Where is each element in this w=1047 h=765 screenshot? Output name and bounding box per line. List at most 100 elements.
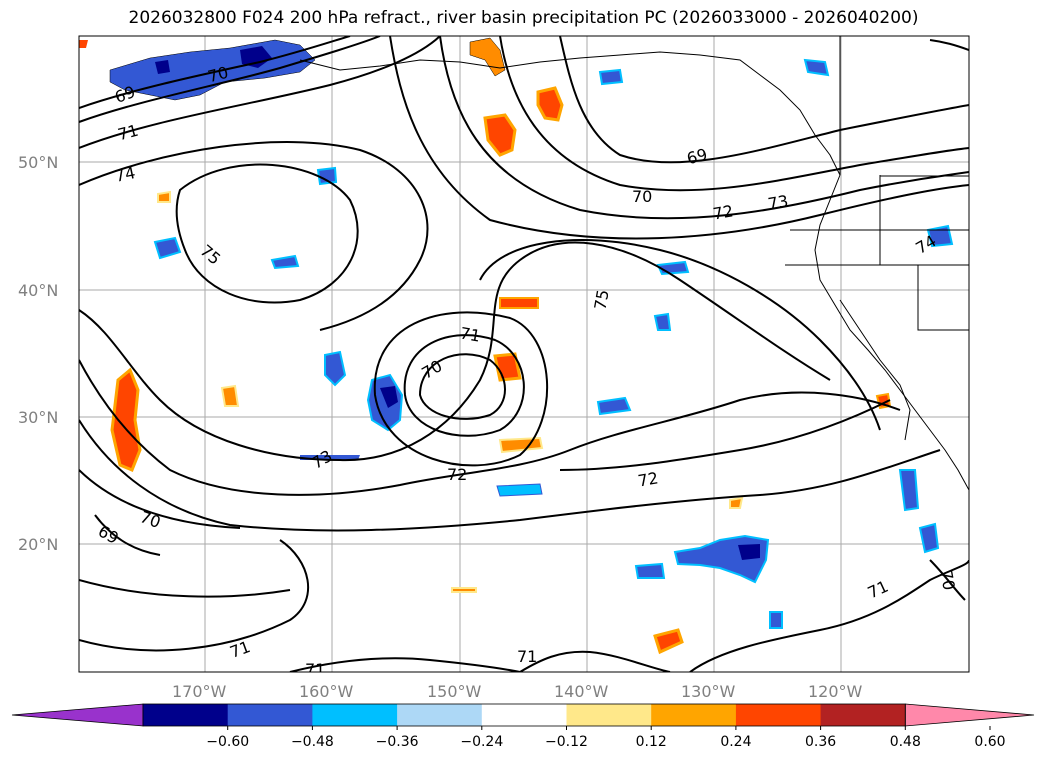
contour-69-north <box>79 36 351 109</box>
blob-blue-2 <box>803 58 830 77</box>
colorbar-extend-low <box>11 703 144 727</box>
contour-label: 74 <box>113 163 137 186</box>
contour-73-east <box>389 36 969 240</box>
contour-72-west <box>79 359 901 496</box>
contour-75-blob <box>175 163 359 304</box>
contour-label: 70 <box>936 568 958 591</box>
blob-red-2 <box>536 86 564 122</box>
blob-blue-tropics2 <box>634 562 666 579</box>
colorbar-tick-label: 0.60 <box>974 734 1005 750</box>
contour-label: 75 <box>590 288 612 311</box>
contour-72-east2 <box>559 399 891 471</box>
contour-70-ne <box>929 39 969 51</box>
lat-label: 40°N <box>18 281 58 300</box>
lat-label: 20°N <box>18 535 58 554</box>
longitude-labels: 170°W 160°W 150°W 140°W 130°W 120°W <box>172 682 863 701</box>
blob-orange-upper-left <box>79 40 88 48</box>
contour-label: 72 <box>447 465 467 484</box>
coast-baja <box>839 299 911 441</box>
colorbar-segment <box>312 704 398 726</box>
lon-label: 150°W <box>427 682 482 701</box>
colorbar-tick-label: −0.12 <box>545 734 588 750</box>
blob-blue-east3 <box>596 396 632 416</box>
contour-label: 72 <box>636 468 659 490</box>
contour-label: 73 <box>766 191 789 213</box>
colorbar-outline <box>142 703 906 727</box>
map-frame <box>78 35 970 673</box>
contour-71-bottom <box>289 657 521 672</box>
contour-71-center-ring <box>403 334 525 437</box>
latitude-labels: 50°N 40°N 30°N 20°N <box>18 153 58 554</box>
colorbar-tick-label: −0.48 <box>291 734 334 750</box>
blob-center-blue2 <box>324 350 347 387</box>
blob-gulf-orange <box>469 37 506 77</box>
contour-label: 71 <box>116 121 141 145</box>
blob-blue-mid <box>270 254 300 270</box>
blob-red-1 <box>483 113 517 157</box>
blob-dark-tropics <box>738 544 760 560</box>
contour-70-east <box>499 36 969 192</box>
colorbar-segment <box>143 704 229 726</box>
contour-label: 70 <box>632 187 652 206</box>
blob-east-blue <box>898 469 920 512</box>
colorbar-tick-label: 0.24 <box>720 734 751 750</box>
colorbar-segment <box>566 704 652 726</box>
colorbar-tick-label: 0.36 <box>805 734 836 750</box>
contour-74-ring <box>79 141 429 331</box>
lon-label: 130°W <box>681 682 736 701</box>
colorbar-segment <box>481 704 567 726</box>
contour-label: 71 <box>305 660 325 679</box>
lon-label: 170°W <box>172 682 227 701</box>
contour-69-east <box>559 36 969 164</box>
blob-orange-225 <box>220 384 240 407</box>
blob-blue-318 <box>316 166 338 186</box>
lat-label: 50°N <box>18 153 58 172</box>
blob-center-dark <box>380 386 398 408</box>
contour-70-se <box>929 559 966 601</box>
contour-70-sw <box>79 579 291 598</box>
contour-label: 69 <box>685 145 710 169</box>
colorbar-segment <box>397 704 483 726</box>
blob-east-blue2 <box>918 522 940 554</box>
lon-label: 120°W <box>808 682 863 701</box>
coastlines <box>299 36 969 491</box>
chart-title: 2026032800 F024 200 hPa refract., river … <box>128 8 919 28</box>
contour-73-west <box>79 241 831 462</box>
colorbar-tick-label: −0.24 <box>460 734 503 750</box>
contour-label: 71 <box>517 647 537 666</box>
colorbar-segment <box>651 704 737 726</box>
contour-71-bottom2 <box>519 650 671 672</box>
blob-blue-east1 <box>656 260 690 276</box>
blob-orange-tropics <box>451 587 477 593</box>
contour-70-north <box>79 36 381 123</box>
blob-blue-small1 <box>496 483 543 497</box>
contour-71-south <box>79 539 309 652</box>
gridlines <box>79 36 969 672</box>
contour-label: 72 <box>711 201 734 223</box>
colorbar-tick-label: 0.48 <box>890 734 921 750</box>
contour-72-east <box>439 36 969 220</box>
blob-orange-735 <box>729 496 744 509</box>
contour-70-west <box>79 469 241 529</box>
blob-blue-west <box>153 236 182 260</box>
colorbar-tick-label: −0.36 <box>376 734 419 750</box>
lon-label: 160°W <box>299 682 354 701</box>
contour-69-west <box>94 514 161 556</box>
colorbar-tick-label: −0.60 <box>206 734 249 750</box>
blob-red-tropics <box>653 628 684 655</box>
refractivity-contours <box>79 36 969 672</box>
contour-70-center-ring <box>418 353 506 420</box>
blob-alaska-dark2 <box>155 60 170 74</box>
contour-72-center-ring <box>373 311 549 467</box>
colorbar-segment <box>227 704 313 726</box>
blob-alaska-dark <box>240 46 272 68</box>
blob-orange-mid3 <box>499 297 539 309</box>
coast-north-america <box>814 174 969 491</box>
coast-alaska <box>299 51 841 176</box>
blob-blue-772 <box>769 611 783 629</box>
contour-label: 71 <box>459 323 482 345</box>
contour-71-se <box>689 559 969 672</box>
blob-west-red <box>110 367 142 472</box>
contour-75-east <box>479 239 881 431</box>
